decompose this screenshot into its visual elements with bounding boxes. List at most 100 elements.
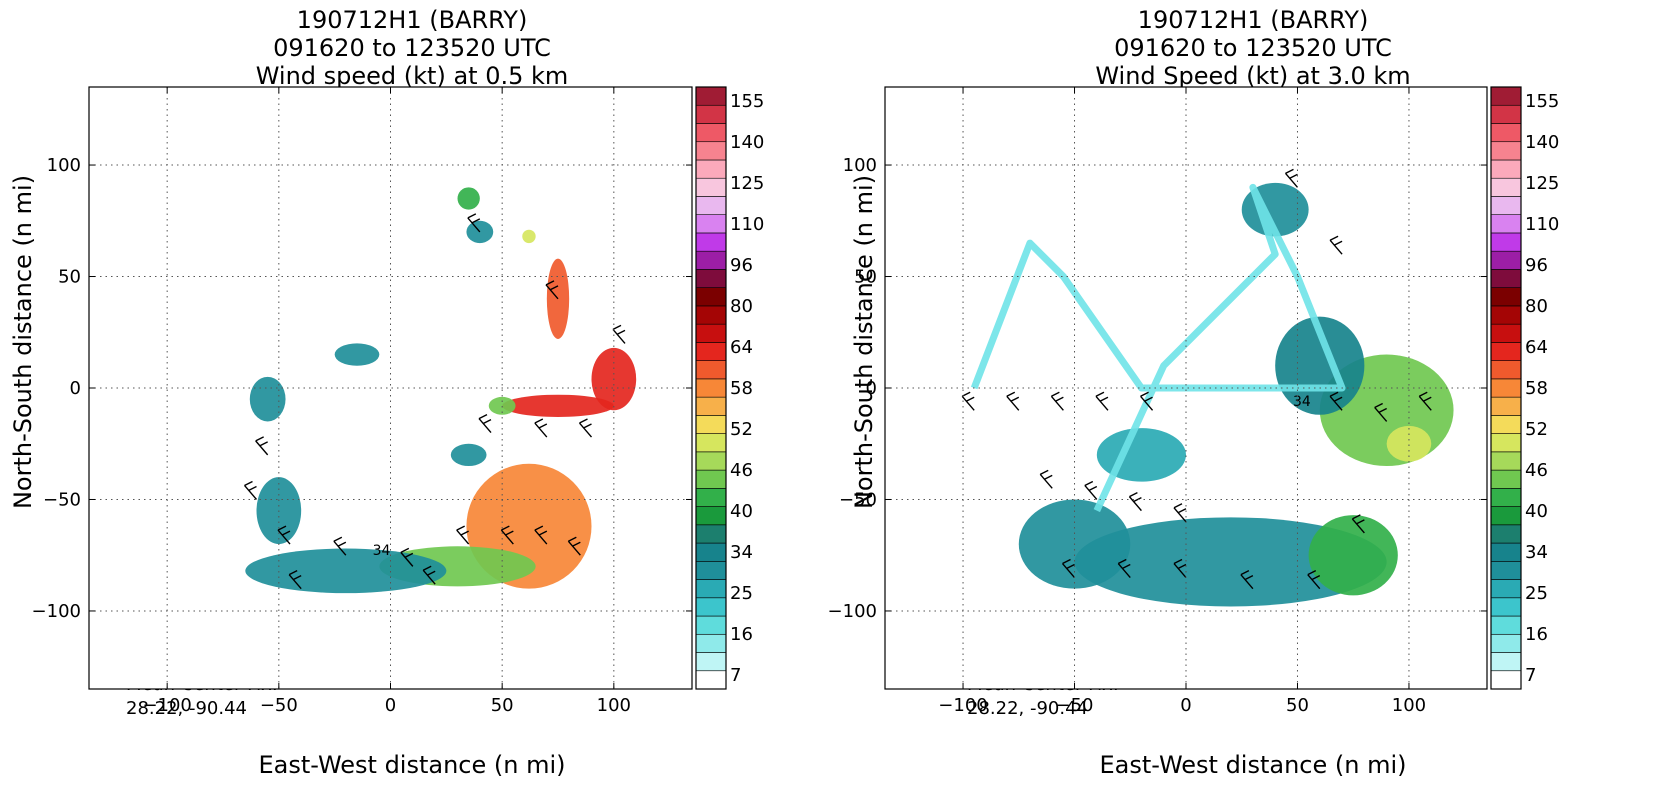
colorbar-segment [1490,597,1522,617]
flight-track-swath [970,183,1346,513]
wind-barb [1307,570,1321,590]
wind-barb [567,536,581,556]
colorbar-tick-label: 46 [1525,460,1548,481]
wind-barb [478,413,492,434]
colorbar-tick-label: 80 [1525,296,1548,317]
wind-barb [500,525,514,545]
wind-barb [1173,558,1187,578]
colorbar-segment [695,415,727,434]
wind-barb [422,565,436,585]
wind-barb [243,480,258,500]
colorbar-tick-label: 25 [1525,583,1548,604]
wind-barb [1006,391,1020,411]
colorbar-segment [1490,287,1522,307]
y-tick-label: −50 [43,489,81,510]
colorbar-segment [1490,396,1522,416]
wind-region [488,396,516,415]
colorbar-segment [695,597,727,617]
y-tick-label: 100 [47,155,81,176]
colorbar-segment [695,86,727,106]
y-tick-label: −100 [828,601,877,622]
colorbar-tick-label: 34 [1525,542,1548,563]
colorbar-segment [695,159,727,179]
panel-title-line-1: 190712H1 (BARRY) [1138,6,1369,34]
colorbar-segment [695,342,727,361]
colorbar-segment [695,287,727,307]
colorbar-segment [695,506,727,526]
wind-barb [400,547,414,567]
contour-label: 34 [373,543,391,559]
colorbar-segment [695,269,727,288]
colorbar-segment [695,141,727,161]
x-axis-label: East-West distance (n mi) [1099,751,1406,779]
wind-barb [534,525,548,545]
wind-region [334,343,380,366]
colorbar-tick-label: 125 [1525,173,1559,194]
wind-region [457,187,480,210]
wind-barb [456,525,470,545]
y-tick-label: 50 [854,267,877,288]
colorbar-segment [695,250,727,270]
wind-barb [1117,558,1131,578]
colorbar-tick-label: 110 [730,214,764,235]
x-tick-label: 50 [1286,695,1309,716]
wind-barb [1418,391,1432,411]
y-axis-label: North-South distance (n mi) [850,175,878,509]
colorbar-tick-label: 140 [730,132,764,153]
colorbar-segment [695,232,727,252]
colorbar-tick-label: 64 [730,337,753,358]
wind-region [249,376,286,422]
colorbar-segment [695,579,727,599]
y-axis-label: North-South distance (n mi) [9,175,37,509]
colorbar-tick-label: 7 [1525,665,1536,686]
wind-barb [1095,391,1109,411]
colorbar-segment [1490,177,1522,197]
wind-barb [1039,469,1053,489]
colorbar-segment [695,396,727,416]
wind-barb [1061,558,1076,578]
colorbar-segment [1490,196,1522,215]
mean-center-fix-value: 28.22, -90.44 [967,698,1088,719]
colorbar-tick-label: 96 [1525,255,1548,276]
colorbar-tick-label: 52 [730,419,753,440]
wind-region [1074,517,1387,607]
colorbar-segment [1490,269,1522,288]
colorbar-segment [1490,305,1522,325]
colorbar-segment [695,214,727,234]
colorbar-segment [695,633,727,653]
colorbar-segment [695,433,727,453]
colorbar-segment [1490,141,1522,161]
colorbar-segment [1490,670,1522,690]
colorbar-tick-label: 52 [1525,419,1548,440]
colorbar-segment [695,378,727,398]
colorbar-tick-label: 46 [730,460,753,481]
wind-barb [333,536,347,556]
wind-barb [612,324,626,344]
wind-barb [255,436,269,456]
colorbar-frame [1490,86,1522,690]
wind-barb [578,418,593,438]
colorbar-segment [1490,451,1522,471]
colorbar-tick-label: 16 [1525,624,1548,645]
colorbar-segment [695,469,727,489]
colorbar-tick-label: 40 [1525,501,1548,522]
wind-barb [277,525,291,545]
panel-title-line-3: Wind Speed (kt) at 3.0 km [1095,62,1410,90]
colorbar-segment [1490,524,1522,544]
colorbar-segment [695,360,727,380]
colorbar-tick-label: 40 [730,501,753,522]
panel-3.0km: 190712H1 (BARRY) 091620 to 123520 UTC Wi… [828,6,1560,779]
y-tick-label: 0 [866,378,877,399]
x-axis-label: East-West distance (n mi) [258,751,565,779]
x-tick-label: 100 [597,695,631,716]
colorbar-segment [1490,633,1522,653]
colorbar-segment [1490,433,1522,453]
colorbar-segment [695,305,727,325]
colorbar-tick-label: 25 [730,583,753,604]
colorbar-tick-label: 140 [1525,132,1559,153]
colorbar-segment [695,542,727,562]
colorbar-segment [695,524,727,544]
wind-barb [1329,391,1343,411]
colorbar-segment [1490,159,1522,179]
